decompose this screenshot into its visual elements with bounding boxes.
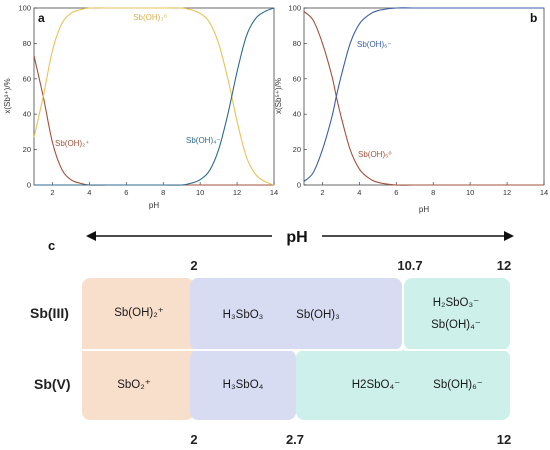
- panel-b-frame: [303, 7, 545, 186]
- panel-b-ytick-label: 100: [288, 4, 301, 13]
- panel-a-series-line-1: [33, 7, 275, 186]
- box-sb5-mint: [296, 350, 510, 420]
- panel-b-xtick-label: 4: [357, 188, 361, 197]
- panel-b-ytick-label: 60: [293, 74, 301, 83]
- panel-b-letter: b: [530, 11, 537, 25]
- bottom-number-12: 12: [497, 432, 511, 447]
- box-sb3-lavender: [190, 278, 402, 350]
- panel-a-ytick-label: 80: [23, 39, 31, 48]
- panel-b-series-line-0: [303, 11, 544, 186]
- panel-a-letter: a: [38, 11, 45, 25]
- panel-b-ytick-label: 0: [297, 181, 301, 190]
- species-h2sbo4-minus: H2SbO₄⁻: [352, 379, 400, 391]
- label-sb-oh5: Sb(OH)₅⁰: [358, 150, 392, 159]
- panel-b-xtick-label: 2: [320, 188, 324, 197]
- ph-arrow-right-head: [504, 231, 514, 241]
- top-number-2: 2: [190, 258, 197, 273]
- top-number-10-7: 10.7: [397, 258, 422, 273]
- panel-b-ytick-label: 40: [293, 110, 301, 119]
- panel-b-xtick-label: 8: [431, 188, 435, 197]
- label-sb-oh4-minus: Sb(OH)₄⁻: [186, 136, 221, 145]
- bottom-number-2-7: 2.7: [286, 432, 304, 447]
- ph-arrow-left-head: [86, 231, 96, 241]
- panel-a-frame: [33, 7, 275, 186]
- panel-b-xtick-label: 6: [394, 188, 398, 197]
- species-sb-oh2-plus: Sb(OH)₂⁺: [114, 307, 164, 319]
- panel-a-xtick-label: 12: [233, 188, 241, 197]
- panel-b-xlabel: pH: [419, 205, 429, 214]
- label-sb-oh2-plus: Sb(OH)₂⁺: [55, 139, 89, 148]
- species-sb-oh6-minus: Sb(OH)₆⁻: [433, 379, 483, 391]
- panel-a-xtick-label: 14: [270, 188, 278, 197]
- panel-a-ytick-label: 0: [27, 181, 31, 190]
- panel-a-xlabel: pH: [149, 201, 159, 210]
- species-sb-oh3: Sb(OH)₃: [296, 309, 340, 321]
- panel-c-letter: c: [48, 238, 55, 253]
- panel-c-diagram: c pH 2 10.7 12 Sb(III) Sb(V) Sb(OH)₂⁺ H₃…: [30, 229, 514, 447]
- panel-b-ylabel: x(Sb⁵⁺)/%: [274, 78, 283, 114]
- species-sbo2-plus: SbO₂⁺: [117, 379, 151, 391]
- panel-a-ytick-label: 100: [18, 4, 31, 13]
- panel-a-ylabel: x(Sb³⁺)/%: [3, 78, 12, 113]
- panel-b-ytick-label: 20: [293, 145, 301, 154]
- panel-b-chart: 2 4 6 8 10 12 14 0 20 40 60 80 100 b pH x(Sb⁵⁺)/% Sb…: [274, 4, 548, 215]
- panel-b-series-line-1: [303, 7, 544, 182]
- panel-a-ytick-label: 60: [23, 74, 31, 83]
- panel-b-xtick-label: 10: [466, 188, 474, 197]
- panel-b-xtick-label: 14: [540, 188, 548, 197]
- panel-a-xtick-label: 8: [161, 188, 165, 197]
- species-h3sbo3: H₃SbO₃: [223, 309, 264, 321]
- row-label-sb-iii: Sb(III): [30, 305, 69, 321]
- panel-a-ytick-label: 40: [23, 110, 31, 119]
- species-h3sbo4: H₃SbO₄: [223, 379, 264, 391]
- panel-a-xtick-label: 10: [196, 188, 204, 197]
- top-number-12: 12: [497, 258, 511, 273]
- ph-axis-label: pH: [286, 229, 307, 246]
- label-sb-oh6-minus: Sb(OH)₆⁻: [357, 40, 392, 49]
- panel-b-ytick-label: 80: [293, 39, 301, 48]
- label-sb-oh3: Sb(OH)₃⁰: [133, 13, 167, 22]
- panel-a-chart: 2 4 6 8 10 12 14 0 20 40 60 80 100 a pH x(Sb³⁺)/% Sb…: [3, 4, 278, 211]
- panel-a-xtick-label: 4: [87, 188, 91, 197]
- species-h2sbo3-minus: H₂SbO₃⁻: [433, 297, 480, 309]
- species-sb-oh4-minus: Sb(OH)₄⁻: [431, 319, 481, 331]
- box-sb3-mint: [404, 278, 510, 350]
- panel-a-series-line-2: [33, 7, 275, 186]
- bottom-number-2: 2: [190, 432, 197, 447]
- panel-a-ytick-label: 20: [23, 145, 31, 154]
- panel-a-xtick-label: 6: [124, 188, 128, 197]
- panel-b-xtick-label: 12: [503, 188, 511, 197]
- box-sb5-lavender: [190, 350, 296, 420]
- panel-a-xtick-label: 2: [50, 188, 54, 197]
- row-label-sb-v: Sb(V): [34, 376, 71, 392]
